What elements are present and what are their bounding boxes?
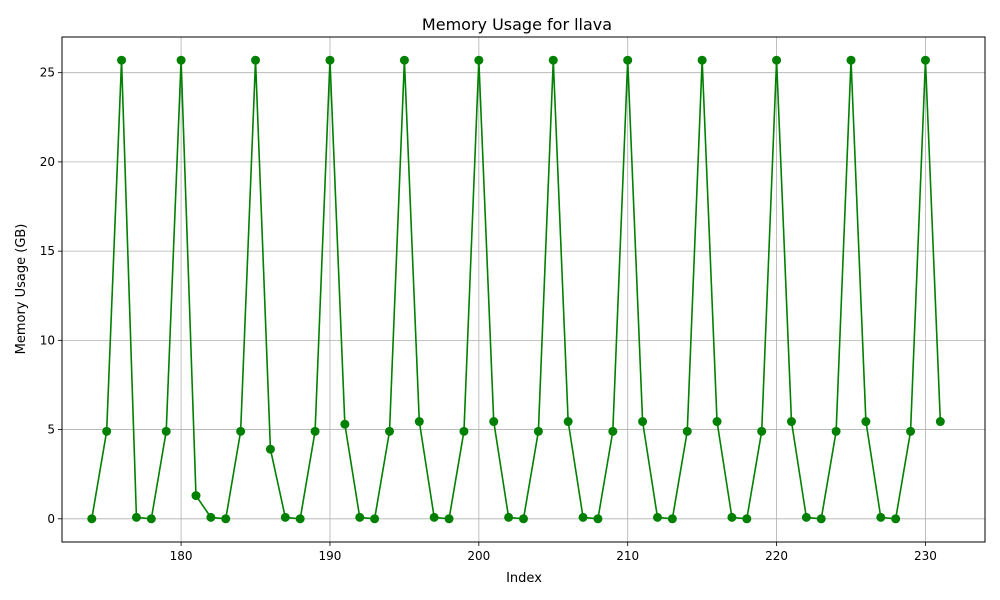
x-tick-label: 200: [467, 549, 490, 563]
data-point: [206, 512, 216, 522]
data-point: [414, 417, 424, 427]
data-point: [891, 514, 901, 524]
data-point: [325, 55, 335, 65]
data-point: [876, 512, 886, 522]
data-point: [757, 426, 767, 436]
data-point: [667, 514, 677, 524]
x-tick-label: 210: [616, 549, 639, 563]
data-point: [87, 514, 97, 524]
series-line: [90, 59, 942, 520]
x-tick-label: 230: [914, 549, 937, 563]
data-point: [161, 426, 171, 436]
data-point: [801, 512, 811, 522]
data-point: [563, 417, 573, 427]
data-point: [861, 417, 871, 427]
data-point: [504, 512, 514, 522]
data-point: [697, 55, 707, 65]
data-point: [295, 514, 305, 524]
data-point: [399, 55, 409, 65]
y-tick-label: 0: [47, 512, 55, 526]
x-tick-label: 190: [319, 549, 342, 563]
data-point: [772, 55, 782, 65]
data-point: [935, 417, 945, 427]
data-point: [310, 426, 320, 436]
data-point: [370, 514, 380, 524]
data-point: [385, 426, 395, 436]
chart-title: Memory Usage for llava: [422, 15, 612, 34]
data-point: [102, 426, 112, 436]
data-point: [131, 512, 141, 522]
data-point: [444, 514, 454, 524]
x-tick-label: 180: [170, 549, 193, 563]
y-axis-label: Memory Usage (GB): [14, 224, 29, 355]
data-point: [459, 426, 469, 436]
data-point: [251, 55, 261, 65]
data-point: [176, 55, 186, 65]
data-point: [920, 55, 930, 65]
data-point: [623, 55, 633, 65]
data-series: [87, 55, 945, 524]
y-tick-label: 5: [47, 423, 55, 437]
x-tick-label: 220: [765, 549, 788, 563]
data-point: [727, 512, 737, 522]
y-tick-label: 10: [40, 333, 55, 347]
data-point: [712, 417, 722, 427]
data-point: [831, 426, 841, 436]
data-point: [786, 417, 796, 427]
grid-lines: [62, 37, 985, 542]
data-point: [608, 426, 618, 436]
data-point: [816, 514, 826, 524]
data-point: [742, 514, 752, 524]
data-point: [548, 55, 558, 65]
data-point: [638, 417, 648, 427]
data-point: [429, 512, 439, 522]
data-point: [682, 426, 692, 436]
x-axis-label: Index: [506, 571, 542, 586]
data-point: [533, 426, 543, 436]
data-point: [906, 426, 916, 436]
data-point: [355, 512, 365, 522]
data-point: [146, 514, 156, 524]
data-point: [593, 514, 603, 524]
y-tick-label: 25: [40, 66, 55, 80]
data-point: [280, 512, 290, 522]
data-point: [846, 55, 856, 65]
y-tick-label: 15: [40, 244, 55, 258]
data-point: [519, 514, 528, 524]
data-point: [117, 55, 127, 65]
data-point: [265, 444, 275, 454]
y-tick-label: 20: [40, 155, 55, 169]
data-point: [652, 512, 662, 522]
axis-ticks: 180 190 200 210 220 230 0 5 10 15 20 25: [40, 66, 937, 563]
data-point: [221, 514, 231, 524]
data-point: [236, 426, 246, 436]
data-point: [578, 512, 588, 522]
data-point: [489, 417, 499, 427]
plot-area-frame: [61, 36, 986, 543]
data-point: [191, 491, 201, 501]
data-point: [474, 55, 484, 65]
data-point: [340, 419, 350, 429]
